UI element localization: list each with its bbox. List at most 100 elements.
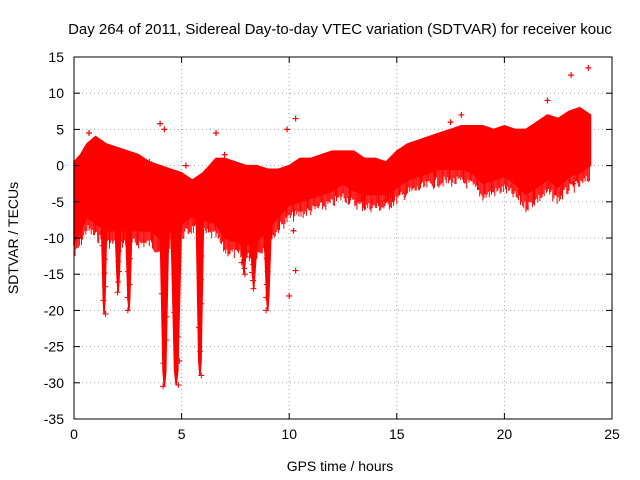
data-point (171, 309, 178, 316)
sdtvar-dip (159, 223, 170, 387)
data-point (182, 162, 189, 169)
data-point (99, 242, 106, 249)
data-point (100, 297, 107, 304)
data-point (384, 187, 391, 194)
sdtvar-dip (195, 207, 205, 376)
x-tick-label: 20 (497, 426, 513, 442)
data-point (160, 360, 167, 367)
data-point (284, 126, 291, 133)
data-point (160, 244, 167, 251)
data-point (174, 333, 181, 340)
sdtvar-dip (170, 215, 183, 386)
data-point (157, 120, 164, 127)
data-point (286, 292, 293, 299)
y-tick-label: -35 (44, 411, 64, 427)
data-point (175, 381, 182, 388)
data-point (568, 72, 575, 79)
y-tick-label: -30 (44, 375, 64, 391)
data-point (115, 278, 122, 285)
y-tick-label: -10 (44, 230, 64, 246)
data-point (198, 372, 205, 379)
data-point (125, 268, 132, 275)
data-point (116, 237, 123, 244)
data-point (585, 64, 592, 71)
data-point (198, 252, 205, 259)
data-point (361, 183, 368, 190)
data-point (241, 271, 248, 278)
sdtvar-dip (100, 217, 108, 315)
data-point (447, 119, 454, 126)
data-point (160, 383, 167, 390)
data-point (249, 245, 256, 252)
data-point (292, 267, 299, 274)
y-tick-label: 10 (48, 85, 64, 101)
data-point (115, 258, 122, 265)
data-point (249, 236, 256, 243)
axis-ticks: 0 5 10 15 20 25 15 10 5 0 -5 -10 -15 -20 -25 -30 -35 (44, 49, 620, 442)
data-point (249, 269, 256, 276)
data-point (173, 237, 180, 244)
data-point (197, 348, 204, 355)
data-point (265, 229, 272, 236)
data-point (264, 268, 271, 275)
data-point (172, 285, 179, 292)
chart-title: Day 264 of 2011, Sidereal Day-to-day VTE… (68, 21, 612, 38)
sdtvar-dip (380, 181, 396, 201)
data-point (176, 357, 183, 364)
data-point (213, 130, 220, 137)
y-tick-label: -5 (52, 194, 65, 210)
data-point (292, 115, 299, 122)
data-point (114, 289, 121, 296)
data-point (146, 158, 153, 165)
data-point (163, 337, 170, 344)
data-point (250, 277, 257, 284)
data-point (239, 242, 246, 249)
data-point (198, 276, 205, 283)
data-point (125, 242, 132, 249)
data-point (382, 197, 389, 204)
data-point (99, 229, 106, 236)
y-tick-label: 5 (56, 121, 64, 137)
data-point (458, 111, 465, 118)
x-tick-label: 10 (281, 426, 297, 442)
x-axis-label: GPS time / hours (287, 458, 394, 474)
data-point (125, 229, 132, 236)
data-point (195, 324, 202, 331)
data-point (570, 180, 577, 187)
sdtvar-dip (263, 219, 273, 311)
data-point (126, 281, 133, 288)
data-point (161, 126, 168, 133)
data-point (124, 307, 131, 314)
y-tick-label: -20 (44, 302, 64, 318)
data-point (158, 290, 165, 297)
data-point (242, 253, 249, 260)
sdtvar-dip (124, 219, 133, 311)
data-point (116, 247, 123, 254)
data-point (124, 294, 131, 301)
x-tick-label: 5 (178, 426, 186, 442)
data-point (387, 192, 394, 199)
data-point (102, 311, 109, 318)
data-point (101, 256, 108, 263)
x-tick-label: 15 (389, 426, 405, 442)
data-point (262, 242, 269, 249)
data-series (73, 64, 592, 390)
data-point (241, 265, 248, 272)
data-point (249, 253, 256, 260)
data-point (358, 190, 365, 197)
data-point (263, 281, 270, 288)
data-point (250, 285, 257, 292)
x-tick-label: 25 (604, 426, 620, 442)
sdtvar-dip (249, 231, 259, 289)
data-point (198, 228, 205, 235)
y-tick-label: 0 (56, 158, 64, 174)
data-point (198, 300, 205, 307)
data-point (127, 255, 134, 262)
data-point (160, 267, 167, 274)
data-point (544, 97, 551, 104)
data-point (243, 248, 250, 255)
data-point (163, 313, 170, 320)
data-point (263, 294, 270, 301)
